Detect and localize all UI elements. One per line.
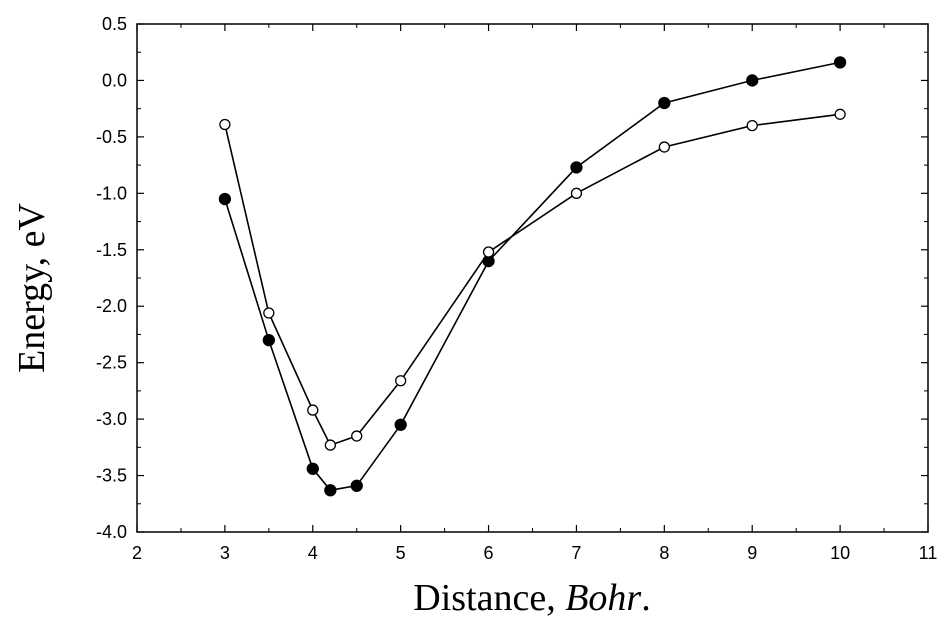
x-axis-title: Distance, Bohr. [413,577,650,617]
series-1-point [218,192,232,206]
x-tick-label: 10 [830,543,850,563]
series-layer [218,56,847,497]
series-2 [219,108,846,451]
y-tick-label: -3.5 [96,466,127,486]
series-1-point [394,418,407,431]
series-2-point [570,187,583,199]
x-tick-label: 8 [659,543,669,563]
series-1-point [746,74,759,87]
x-axis-title-italic: Bohr [565,577,641,617]
y-tick-label: -4.0 [96,522,127,542]
series-2-line [224,113,841,447]
y-tick-label: -2.0 [96,296,127,316]
y-tick-label: -1.0 [96,183,127,203]
x-tick-label: 6 [484,543,494,563]
y-tick-label: 0.0 [102,70,127,90]
series-2-point [658,141,670,153]
x-tick-label: 11 [919,543,938,563]
series-1 [218,56,847,497]
series-2-point [746,119,758,132]
x-axis-title-text: Distance, [413,577,565,617]
series-2-point [482,246,495,258]
labels-layer: 2 3 4 5 6 7 8 9 10 11 0.5 0.0 -0.5 -1.0 -1.5 -2.0 -2.5 -3… [96,14,937,563]
series-1-point [324,484,337,497]
x-tick-label: 9 [747,543,757,563]
series-2-point [263,307,275,319]
series-2-point [219,118,231,131]
series-1-point [262,333,275,347]
series-2-point [834,108,846,120]
series-2-point [395,375,407,387]
series-1-point [658,96,671,110]
y-tick-label: -3.0 [96,409,127,429]
x-tick-label: 5 [396,543,406,563]
series-1-point [833,56,847,69]
plot-frame [136,23,929,533]
ticks-layer [136,23,929,533]
series-1-point [306,462,319,475]
y-tick-label: -0.5 [96,127,127,147]
y-tick-label: -1.5 [96,240,127,260]
x-axis-title-suffix: . [641,577,651,617]
series-2-point [324,439,337,451]
x-tick-label: 7 [571,543,581,563]
series-1-point [350,479,363,492]
series-2-point [351,430,363,442]
series-2-point [307,404,319,416]
x-tick-label: 4 [308,543,318,563]
x-tick-label: 2 [132,543,142,563]
y-tick-label: -2.5 [96,353,127,373]
y-axis-title: Energy, eV [11,203,53,373]
series-1-point [570,161,583,174]
y-tick-label: 0.5 [102,14,127,34]
x-tick-label: 3 [220,543,230,563]
